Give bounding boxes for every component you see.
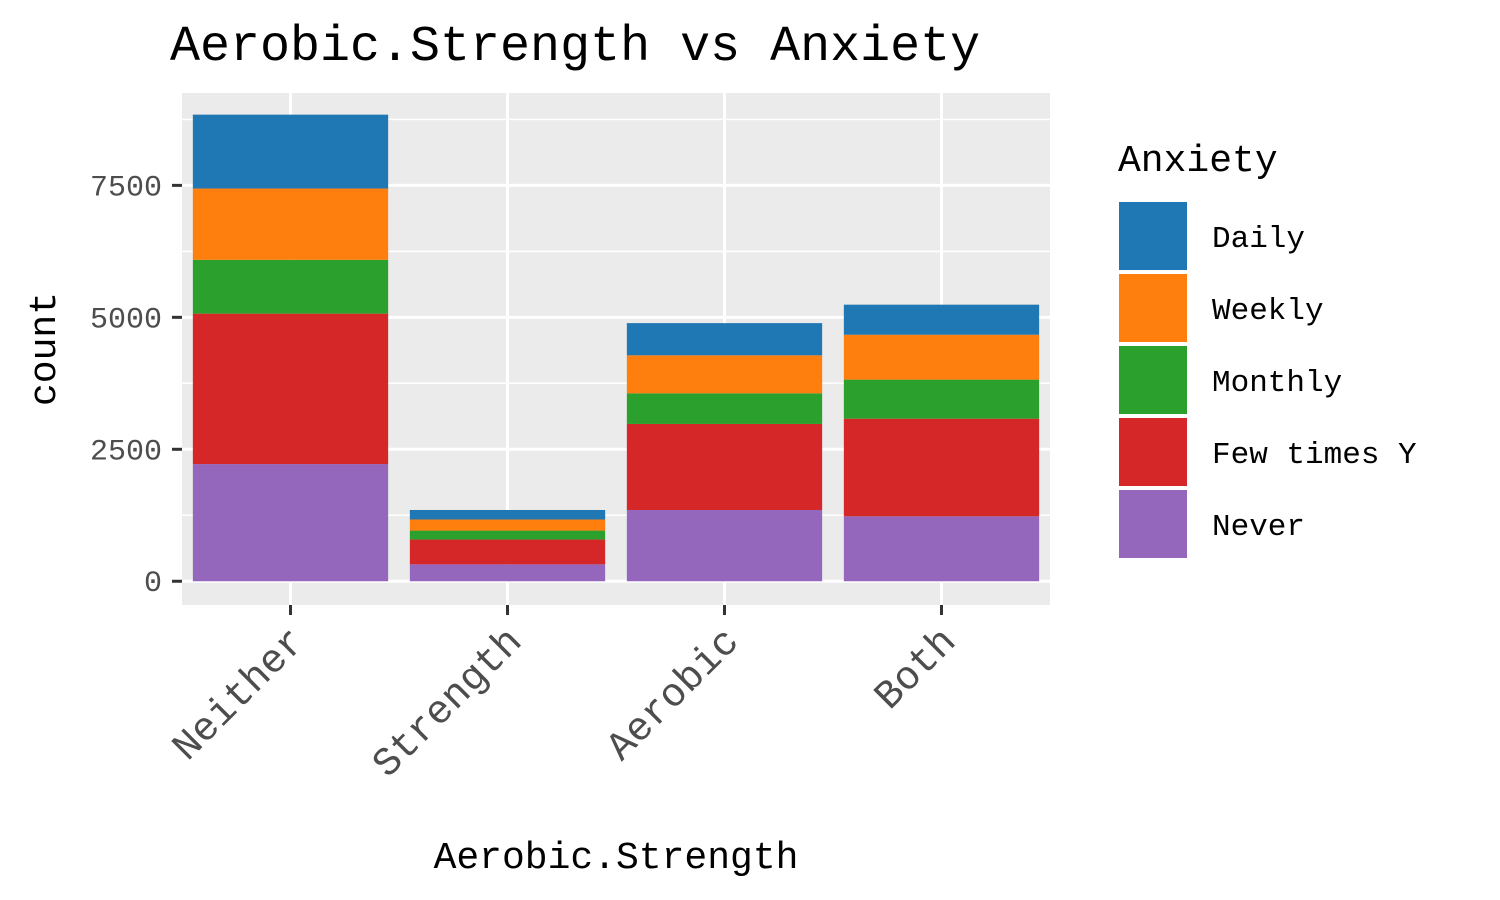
- legend-items: Daily Weekly Monthly Few times Y Never: [1119, 202, 1417, 558]
- y-tick-label: 5000: [90, 303, 162, 337]
- bar-aerobic-never: [626, 509, 823, 582]
- x-tick-label-strength: Strength: [365, 620, 533, 788]
- x-axis-title: Aerobic.Strength: [434, 837, 799, 880]
- y-tick-label: 0: [144, 567, 162, 601]
- bar-strength-daily: [409, 509, 606, 520]
- chart-title: Aerobic.Strength vs Anxiety: [170, 19, 980, 76]
- bar-aerobic-weekly: [626, 355, 823, 394]
- legend-key-monthly: [1119, 346, 1187, 414]
- bar-neither-daily: [192, 114, 389, 189]
- bar-both-few-times-y: [843, 418, 1040, 517]
- bar-aerobic-few-times-y: [626, 423, 823, 510]
- legend-label-daily: Daily: [1212, 222, 1305, 257]
- bar-strength-monthly: [409, 530, 606, 540]
- legend-key-weekly: [1119, 274, 1187, 342]
- legend-label-never: Never: [1212, 510, 1305, 545]
- x-tick-label-neither: Neither: [165, 620, 316, 771]
- bar-strength-weekly: [409, 519, 606, 531]
- bar-neither-few-times-y: [192, 313, 389, 465]
- bar-aerobic-monthly: [626, 393, 823, 424]
- bar-both-never: [843, 516, 1040, 582]
- legend-label-weekly: Weekly: [1212, 294, 1324, 329]
- bar-strength-never: [409, 564, 606, 582]
- bars: [192, 114, 1040, 582]
- x-tick-label-both: Both: [867, 620, 967, 720]
- y-tick-label: 7500: [90, 171, 162, 205]
- bar-both-weekly: [843, 334, 1040, 380]
- legend-label-monthly: Monthly: [1212, 366, 1342, 401]
- bar-neither-never: [192, 464, 389, 582]
- legend-key-few-times-y: [1119, 418, 1187, 486]
- y-axis-title: count: [24, 292, 67, 406]
- x-tick-label-aerobic: Aerobic: [599, 620, 750, 771]
- bar-both-daily: [843, 304, 1040, 335]
- y-axis: 0 2500 5000 7500: [90, 171, 182, 601]
- bar-neither-weekly: [192, 188, 389, 260]
- legend: Anxiety Daily Weekly Monthly Few times Y Nev…: [1118, 140, 1417, 558]
- bar-strength-few-times-y: [409, 539, 606, 565]
- legend-title: Anxiety: [1118, 140, 1278, 183]
- bar-neither-monthly: [192, 259, 389, 314]
- y-tick-label: 2500: [90, 435, 162, 469]
- legend-label-few-times-y: Few times Y: [1212, 438, 1417, 473]
- legend-key-daily: [1119, 202, 1187, 270]
- bar-both-monthly: [843, 379, 1040, 419]
- bar-aerobic-daily: [626, 323, 823, 356]
- legend-key-never: [1119, 490, 1187, 558]
- x-axis: Neither Strength Aerobic Both: [165, 605, 967, 788]
